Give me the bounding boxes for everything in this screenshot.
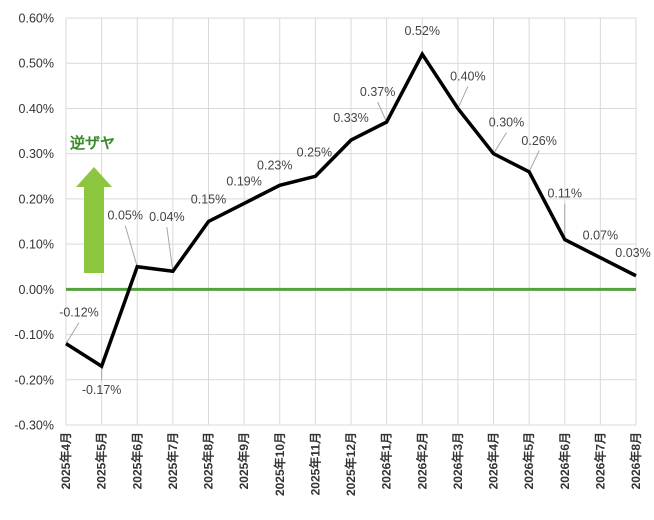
x-tick-label: 2026年8月 xyxy=(628,432,643,489)
data-label: 0.30% xyxy=(489,116,524,130)
up-arrow-icon xyxy=(76,167,112,273)
label-leader-line xyxy=(377,101,388,123)
x-tick-label: 2025年4月 xyxy=(58,432,73,489)
data-label: 0.03% xyxy=(615,246,650,260)
data-label: 0.52% xyxy=(405,24,440,38)
data-label: -0.12% xyxy=(59,306,99,320)
label-leader-line xyxy=(457,86,469,109)
data-label: 0.23% xyxy=(257,158,292,172)
data-label: 0.07% xyxy=(583,229,618,243)
x-tick-label: 2026年1月 xyxy=(379,432,394,489)
y-tick-label: 0.40% xyxy=(19,102,54,116)
label-leader-line xyxy=(166,227,174,272)
x-tick-label: 2025年11月 xyxy=(307,432,322,495)
y-tick-label: 0.00% xyxy=(19,283,54,297)
data-label: 0.15% xyxy=(191,193,226,207)
label-leaders xyxy=(65,86,566,381)
data-label: 0.19% xyxy=(226,174,261,188)
y-axis-ticks: 0.60% 0.50% 0.40% 0.30% 0.20% 0.10% 0.00% -0.10… xyxy=(14,12,54,433)
x-tick-label: 2025年6月 xyxy=(129,432,144,489)
x-tick-label: 2026年5月 xyxy=(521,432,536,489)
data-label: 0.25% xyxy=(297,145,332,159)
y-tick-label: 0.20% xyxy=(19,192,54,206)
data-labels: -0.12% -0.17% 0.05% 0.04% 0.15%0.19% 0.23% 0.2… xyxy=(59,24,651,397)
y-tick-label: 0.50% xyxy=(19,57,54,71)
data-label: 0.04% xyxy=(149,210,184,224)
y-tick-label: 0.30% xyxy=(19,147,54,161)
data-label: 0.05% xyxy=(108,209,143,223)
y-tick-label: 0.60% xyxy=(19,12,54,26)
y-tick-label: -0.10% xyxy=(14,328,54,342)
x-tick-label: 2025年10月 xyxy=(272,432,287,496)
x-tick-label: 2025年9月 xyxy=(236,432,251,489)
x-tick-label: 2026年4月 xyxy=(486,432,501,489)
x-tick-label: 2026年3月 xyxy=(450,432,465,489)
label-leader-line xyxy=(528,150,540,172)
label-leader-line xyxy=(65,322,80,344)
data-label: 0.26% xyxy=(521,134,556,148)
x-tick-label: 2026年2月 xyxy=(414,432,429,489)
x-tick-label: 2026年7月 xyxy=(592,432,607,489)
annotation-label: 逆ザヤ xyxy=(70,134,115,152)
x-tick-label: 2025年8月 xyxy=(201,432,216,489)
data-label: 0.40% xyxy=(450,69,485,83)
data-label: 0.33% xyxy=(333,111,368,125)
data-label: -0.17% xyxy=(82,383,122,397)
x-tick-label: 2025年12月 xyxy=(343,432,358,496)
x-tick-label: 2026年6月 xyxy=(557,432,572,489)
inverse-yield-annotation: 逆ザヤ xyxy=(70,134,115,273)
y-tick-label: -0.20% xyxy=(14,373,54,387)
x-tick-label: 2025年5月 xyxy=(94,432,109,489)
data-label: 0.37% xyxy=(360,85,395,99)
x-axis-ticks: 2025年4月 2025年5月 2025年6月 2025年7月 2025年8月 2025年… xyxy=(58,432,643,496)
label-leader-line xyxy=(124,225,138,267)
series-line xyxy=(65,50,637,369)
y-tick-label: 0.10% xyxy=(19,238,54,252)
x-tick-label: 2025年7月 xyxy=(165,432,180,489)
data-label: 0.11% xyxy=(547,187,582,201)
label-leader-line xyxy=(493,132,507,154)
y-tick-label: -0.30% xyxy=(14,419,54,433)
